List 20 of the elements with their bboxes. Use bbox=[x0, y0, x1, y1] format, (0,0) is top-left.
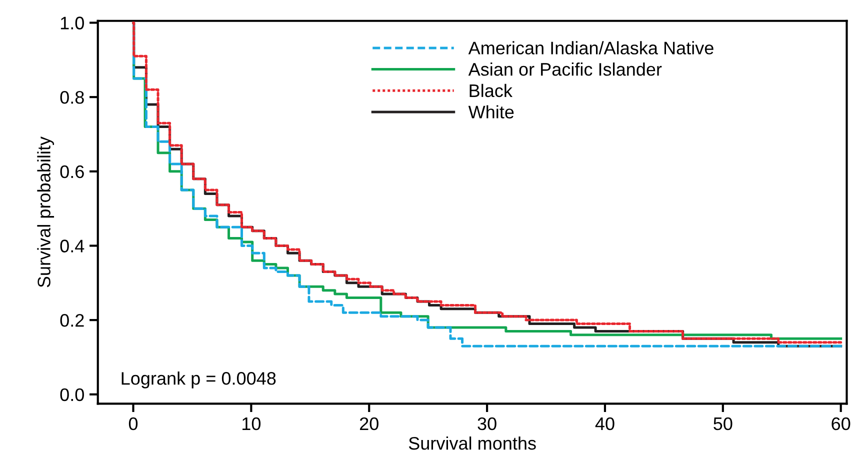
y-axis-title: Survival probability bbox=[37, 136, 54, 288]
legend-label: White bbox=[468, 105, 514, 118]
x-tick-label: 10 bbox=[242, 417, 261, 430]
annotation: Logrank p = 0.0048 bbox=[122, 372, 276, 388]
y-tick-label: 0.2 bbox=[60, 314, 84, 327]
x-tick-label: 60 bbox=[832, 417, 850, 430]
y-tick-label: 1.0 bbox=[60, 16, 84, 30]
y-tick-label: 0.4 bbox=[60, 240, 84, 252]
x-axis-title: Survival months bbox=[408, 436, 536, 450]
x-tick-label: 0 bbox=[128, 417, 138, 430]
x-tick-label: 20 bbox=[360, 417, 378, 430]
y-tick-label: 0.0 bbox=[60, 388, 84, 402]
x-tick-label: 30 bbox=[478, 417, 496, 430]
legend-label: Asian or Pacific Islander bbox=[468, 62, 662, 76]
legend-label: American Indian/Alaska Native bbox=[468, 41, 714, 54]
y-tick-label: 0.8 bbox=[60, 91, 84, 104]
y-tick-label: 0.6 bbox=[60, 165, 84, 178]
x-tick-label: 50 bbox=[714, 417, 732, 430]
x-tick-label: 40 bbox=[595, 417, 614, 430]
legend-label: Black bbox=[470, 84, 512, 98]
